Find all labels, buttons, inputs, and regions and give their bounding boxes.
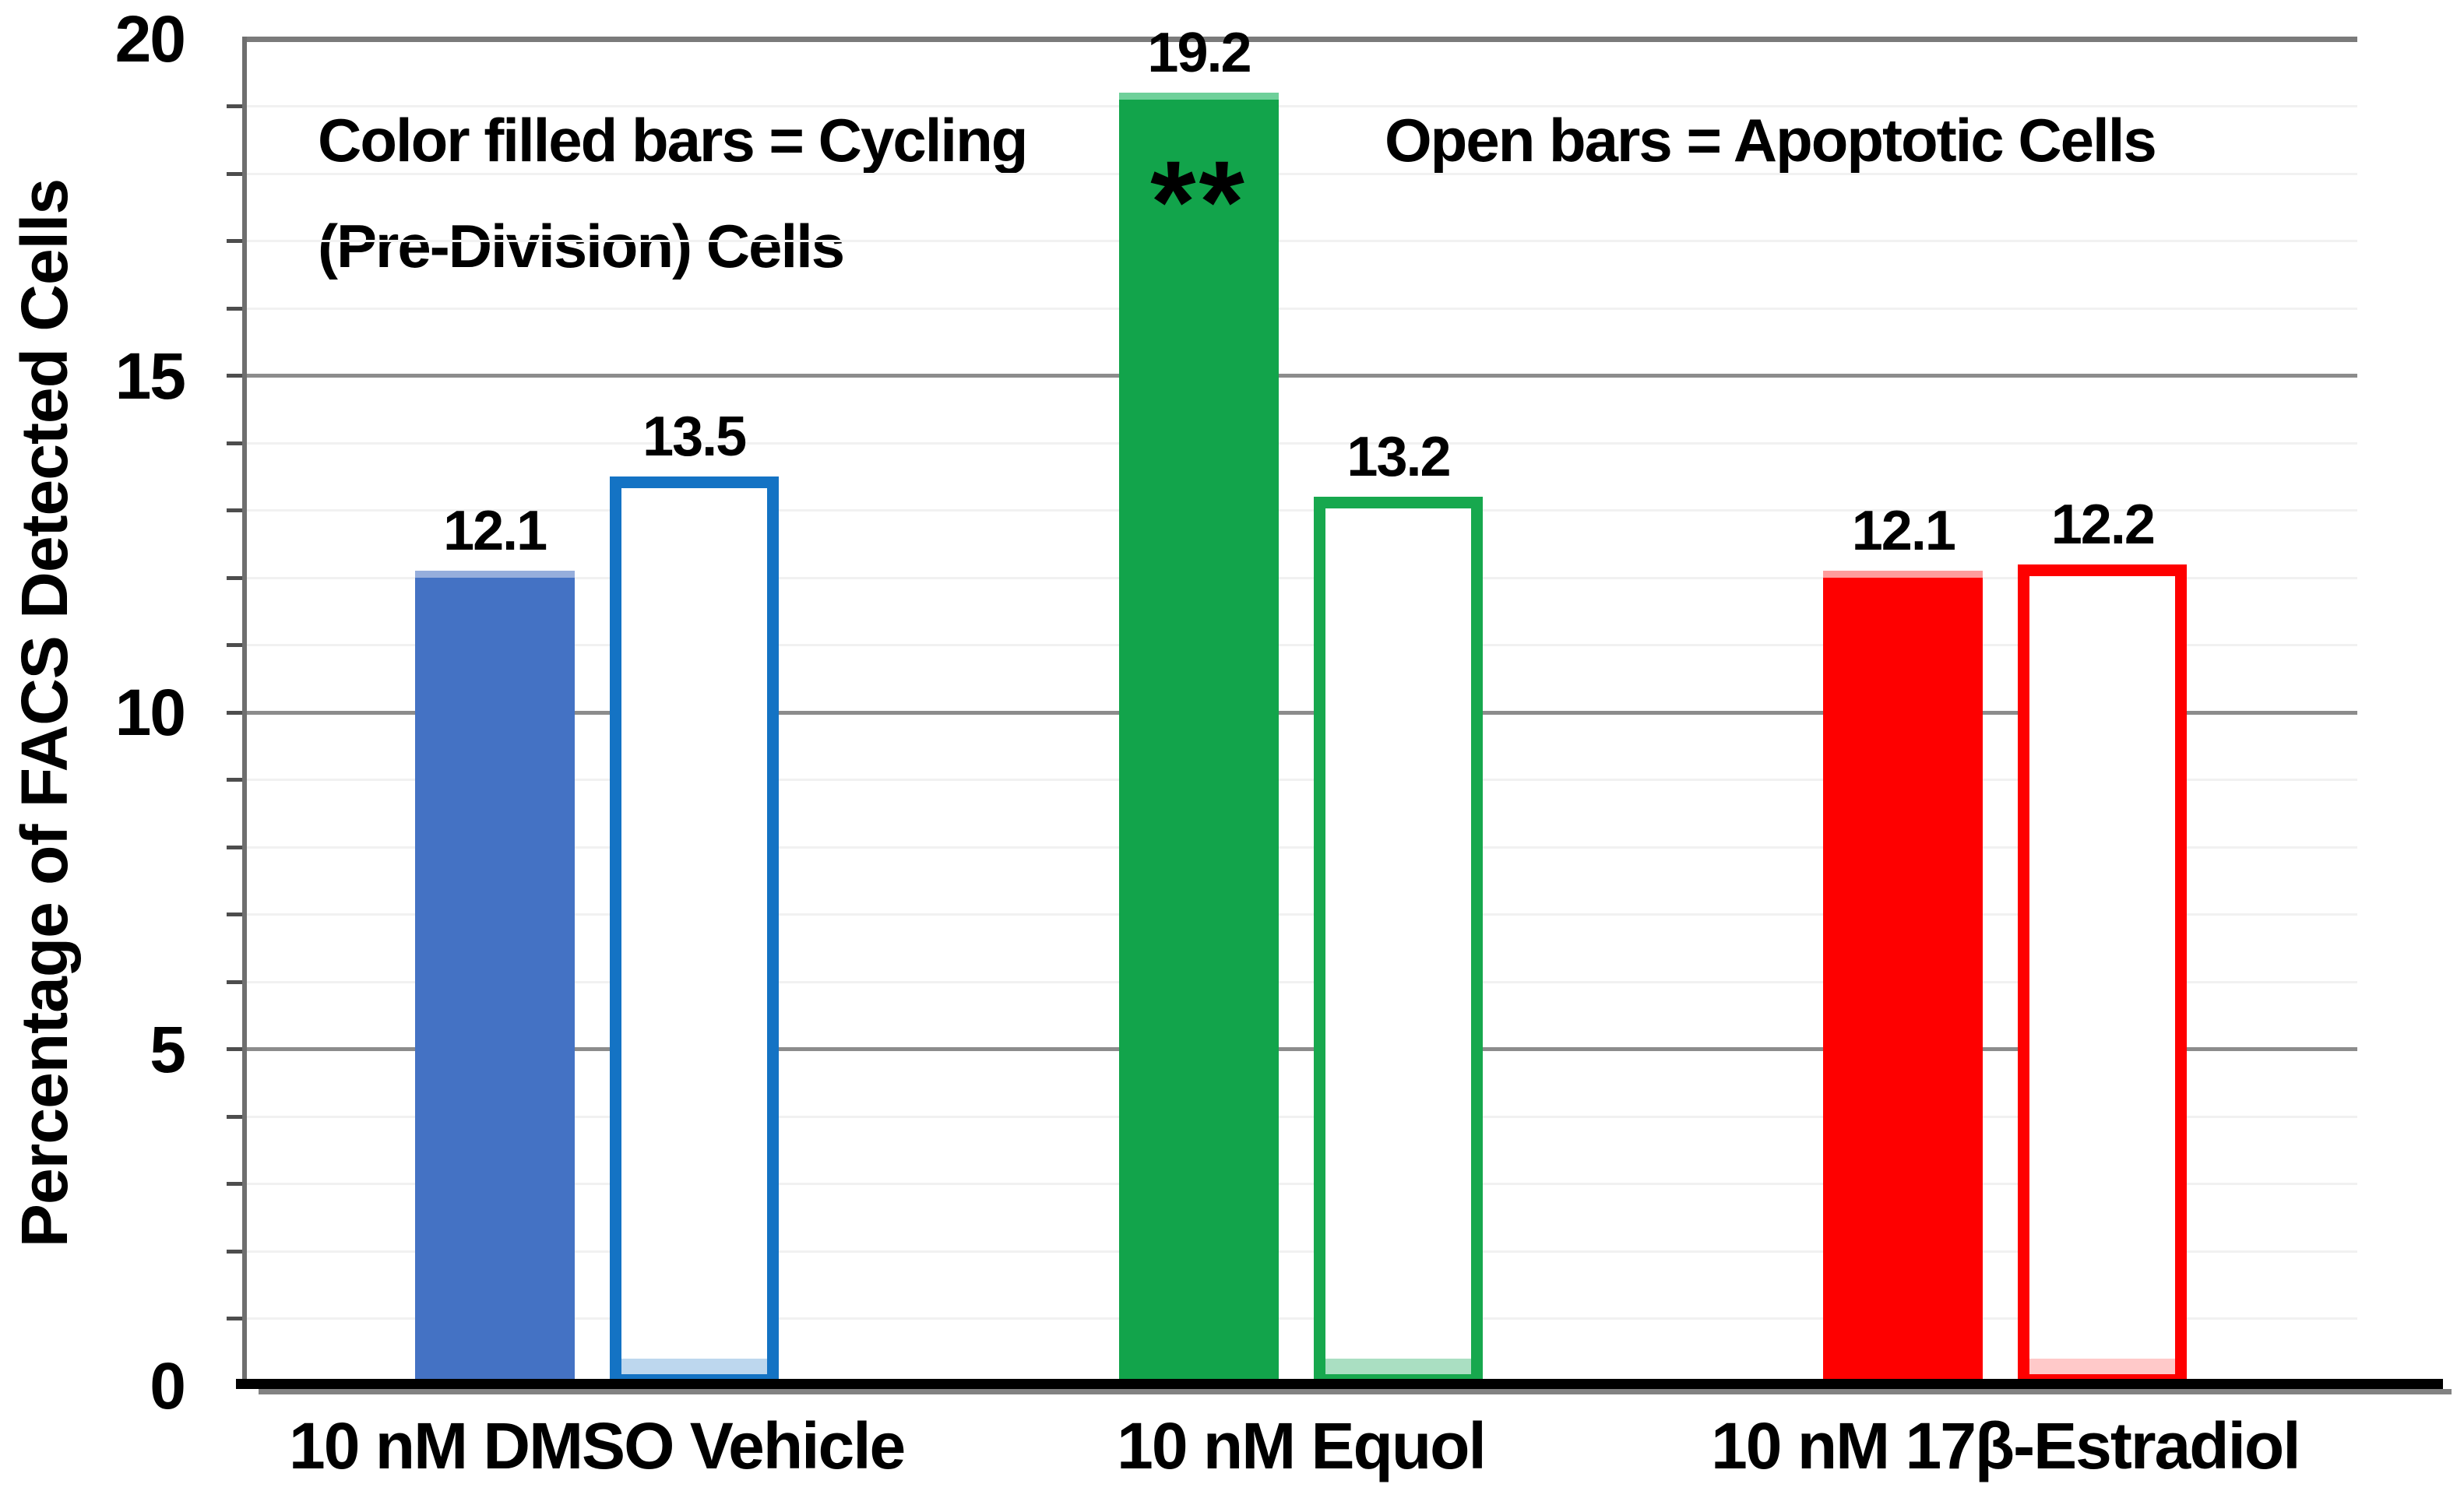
y-axis-tick [227,1317,246,1320]
bar-filled-cycling [1823,571,1984,1386]
bar-value-label: 13.5 [642,406,747,469]
gridline-minor [245,980,2357,983]
gridline-minor [245,1115,2357,1118]
y-axis-line [242,36,247,1387]
y-axis-tick [227,643,246,647]
gridline-minor [245,644,2357,646]
bar-value-label: 12.1 [443,500,547,563]
open-bar-inner-band [1325,1358,1471,1374]
y-axis-tick [227,239,246,243]
y-axis-tick [227,710,246,715]
significance-marker: ** [1150,136,1248,268]
y-axis-tick [227,1114,246,1119]
gridline-minor [245,172,2357,175]
legend-note-filled-line2: (Pre-Division) Cells [318,212,845,280]
bar-top-highlight [1119,93,1279,100]
bar-value-label: 12.1 [1851,500,1956,563]
bar-open-apoptotic [609,476,779,1386]
gridline-minor [245,105,2357,107]
open-bar-inner-band [621,1359,767,1374]
gridline-minor [245,509,2357,512]
y-axis-tick [227,104,246,108]
x-axis-shadow-line [259,1389,2452,1394]
bar-top-highlight [1823,571,1984,578]
y-axis-tick [227,845,246,849]
gridline-minor [245,307,2357,310]
y-tick-label: 20 [114,2,186,76]
y-axis-tick [227,508,246,512]
y-axis-tick [227,306,246,311]
gridline-minor [245,779,2357,781]
y-tick-label: 0 [150,1349,186,1422]
bar-filled-cycling [414,571,575,1386]
y-axis-tick [227,441,246,445]
x-category-label: 10 nM 17β-Estradiol [1711,1409,2301,1482]
bar-value-label: 12.2 [2050,493,2156,556]
y-tick-label: 10 [114,676,186,749]
y-axis-tick [227,1047,246,1051]
gridline-minor [245,1250,2357,1253]
bar-value-label: 13.2 [1346,426,1451,489]
gridline-minor [245,1317,2357,1320]
gridline-minor [245,846,2357,849]
x-category-label: 10 nM Equol [1117,1409,1487,1482]
y-tick-label: 5 [150,1012,186,1086]
bar-top-highlight [414,571,575,578]
gridline-minor [245,240,2357,242]
y-axis-tick [227,1182,246,1186]
y-axis-tick [227,913,246,916]
legend-note-filled-bars: Color filled bars = Cycling (Pre-Divisio… [318,87,1028,299]
legend-note-open-bars: Open bars = Apoptotic Cells [1385,106,2157,174]
gridline-minor [245,576,2357,579]
gridline-minor [245,913,2357,916]
y-axis-tick [227,979,246,984]
gridline-major [245,710,2357,715]
y-axis-tick [227,171,246,176]
bar-filled-cycling [1119,93,1279,1386]
x-axis-line [236,1379,2443,1389]
legend-note-filled-line1: Color filled bars = Cycling [318,106,1028,174]
gridline-minor [245,1183,2357,1185]
bar-open-apoptotic [2018,564,2188,1386]
bar-value-label: 19.2 [1147,22,1251,85]
open-bar-inner-band [2029,1358,2176,1374]
x-category-label: 10 nM DMSO Vehicle [289,1409,906,1482]
y-tick-label: 15 [114,339,186,413]
bar-open-apoptotic [1314,497,1483,1386]
y-axis-tick [227,575,246,580]
gridline-major [245,1047,2357,1051]
y-axis-tick [227,778,246,782]
y-axis-tick [227,1249,246,1254]
gridline-minor [245,441,2357,445]
y-axis-tick [227,374,246,378]
gridline-major [245,374,2357,378]
plot-top-border [242,36,2357,42]
